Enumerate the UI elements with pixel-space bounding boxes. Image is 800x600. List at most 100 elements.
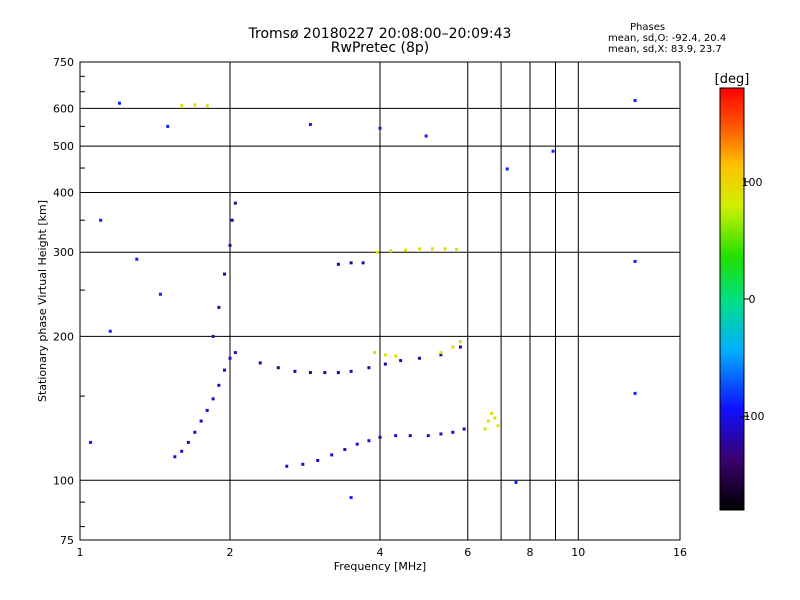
data-point [89,440,93,444]
data-point [186,440,190,444]
x-tick-label: 6 [464,546,471,559]
phase-stats-o: mean, sd,O: -92.4, 20.4 [608,33,727,44]
data-point [233,201,237,205]
data-point [316,458,320,462]
data-point [135,257,139,261]
data-point [451,345,455,349]
data-point [443,247,447,251]
y-tick-label: 400 [53,186,74,199]
data-point [308,123,312,127]
data-point [439,353,443,357]
data-point [223,368,227,372]
data-point [233,351,237,355]
data-point [417,247,421,251]
y-tick-label: 500 [53,140,74,153]
data-point [496,424,500,428]
y-tick-label: 300 [53,246,74,259]
colorbar [719,87,745,511]
data-point [230,218,234,222]
data-point [426,434,430,438]
data-point [394,434,398,438]
data-point [551,149,555,153]
y-tick-label: 100 [53,474,74,487]
colorbar-tick-label: 0 [749,293,756,306]
data-point [180,449,184,453]
data-point [355,442,359,446]
data-point [394,354,398,358]
data-point [336,371,340,375]
data-point [99,218,103,222]
data-point [193,430,197,434]
plot-area [79,61,681,541]
chart-title: Tromsø 20180227 20:08:00–20:09:43 [248,26,512,42]
data-point [349,496,353,500]
chart-subtitle: RwPretec (8p) [330,40,430,56]
data-point [383,353,387,357]
y-tick-label: 600 [53,102,74,115]
data-point [361,261,365,265]
data-point [223,272,227,276]
data-point [505,167,509,171]
x-tick-label: 8 [527,546,534,559]
data-point [343,447,347,451]
data-point [424,134,428,138]
data-point [378,435,382,439]
data-point [199,419,203,423]
x-tick-label: 1 [77,546,84,559]
data-point [633,259,637,263]
colorbar-label: [deg] [715,72,750,87]
grid-lines [80,62,680,540]
data-point [490,411,494,415]
y-tick-label: 200 [53,330,74,343]
data-point [336,262,340,266]
axis-ticks: 1 2 4 6 8 10 16 75 100 200 300 400 500 600 750 [53,56,687,559]
data-point [373,351,377,355]
colorbar-ticks: -100 0 100 [740,176,765,423]
data-point [378,126,382,130]
data-point [211,334,215,338]
data-point [367,366,371,370]
x-tick-label: 2 [227,546,234,559]
y-tick-label: 75 [60,534,74,547]
data-point [439,351,443,355]
data-point [408,434,412,438]
data-point [205,408,209,412]
data-point [349,261,353,265]
data-point [293,369,297,373]
data-point [367,439,371,443]
data-point [180,104,184,108]
data-point [193,103,197,107]
data-point [462,427,466,431]
y-axis-label: Stationary phase Virtual Height [km] [36,200,49,402]
data-point [323,371,327,375]
data-point [330,453,334,457]
data-point [483,427,487,431]
data-point [451,430,455,434]
data-point [285,464,289,468]
data-point [455,247,459,251]
data-point [399,359,403,363]
data-point [486,419,490,423]
x-tick-label: 10 [571,546,585,559]
data-point [205,104,209,108]
data-point [514,480,518,484]
data-point [417,356,421,360]
data-point [173,455,177,459]
data-point [493,416,497,420]
data-point [228,243,232,247]
data-point [166,124,170,128]
data-point [217,383,221,387]
data-point [389,249,393,253]
phase-stats-x: mean, sd,X: 83.9, 23.7 [608,44,722,55]
data-point [349,369,353,373]
data-point [375,250,379,254]
data-point [276,366,280,370]
y-tick-label: 750 [53,56,74,69]
data-point [439,432,443,436]
data-point [308,371,312,375]
x-tick-label: 16 [673,546,687,559]
data-point [117,101,121,105]
data-point [158,292,162,296]
data-point [301,462,305,466]
